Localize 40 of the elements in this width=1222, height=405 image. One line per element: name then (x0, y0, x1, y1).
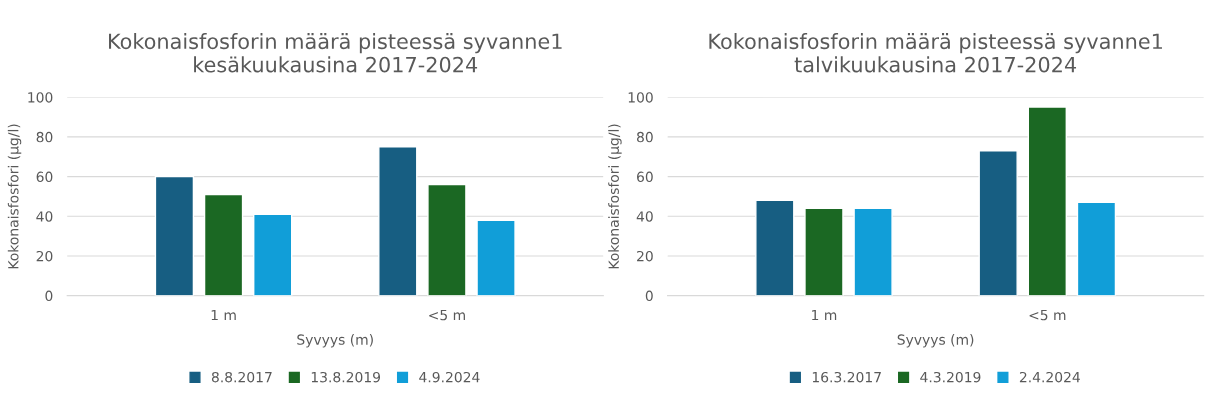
x-axis-title: Syvyys (m) (297, 334, 373, 348)
legend-label: 8.8.2017 (211, 371, 272, 383)
bar (378, 146, 418, 296)
x-axis-title: Syvyys (m) (897, 334, 974, 348)
legend-label: 4.9.2024 (419, 371, 480, 383)
bar (755, 199, 795, 296)
y-tick-label: 80 (636, 131, 653, 143)
legend-label: 2.4.2024 (1019, 371, 1080, 383)
y-tick-label: 20 (36, 250, 53, 262)
y-tick-label: 80 (36, 131, 53, 143)
bar (427, 183, 467, 296)
legend-label: 13.8.2019 (311, 371, 381, 383)
chart-title: Kokonaisfosforin määrä pisteessä syvanne1 kesäkuukausina 2017-2024 (109, 33, 562, 73)
bar (978, 150, 1018, 296)
y-tick-label: 60 (637, 171, 653, 183)
legend-label: 16.3.2017 (812, 371, 881, 383)
bar (154, 175, 195, 296)
bar (804, 207, 844, 296)
bar (853, 207, 893, 296)
legend-label: 4.3.2019 (920, 371, 981, 383)
y-tick-label: 100 (628, 92, 653, 103)
y-tick-label: 0 (45, 290, 53, 302)
x-tick-label: <5 m (429, 309, 465, 321)
y-tick-label: 40 (636, 211, 653, 222)
y-tick-label: 60 (36, 171, 53, 183)
x-tick-label: 1 m (211, 309, 236, 321)
y-tick-label: 100 (28, 92, 53, 103)
y-axis-title: Kokonaisfosfori (µg/l) (7, 124, 22, 269)
y-tick-label: 40 (36, 211, 53, 222)
x-tick-label: 1 m (812, 309, 837, 321)
y-tick-label: 20 (637, 250, 653, 262)
bar (476, 219, 516, 296)
bar (203, 193, 244, 296)
bar (1027, 106, 1067, 296)
bar (1076, 201, 1117, 296)
y-axis-title: Kokonaisfosfori (µg/l) (608, 124, 622, 269)
chart-title: Kokonaisfosforin määrä pisteessä syvanne1 talvikuukausina 2017-2024 (709, 33, 1162, 73)
x-tick-label: <5 m (1029, 309, 1066, 321)
y-tick-label: 0 (645, 290, 653, 302)
bar (253, 213, 293, 296)
